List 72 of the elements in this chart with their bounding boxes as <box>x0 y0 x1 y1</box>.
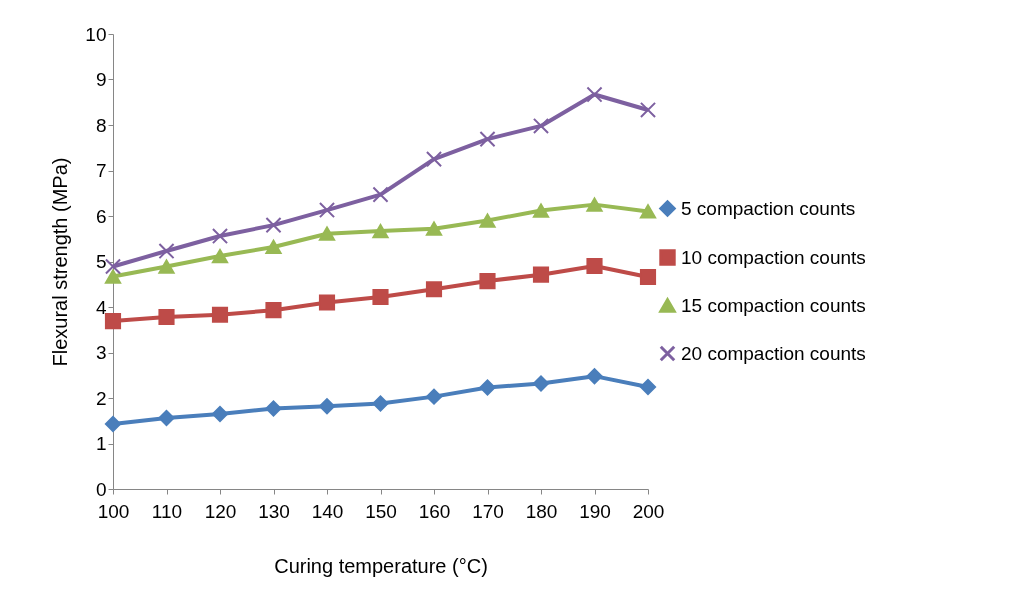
x-tick-label: 120 <box>204 500 237 522</box>
y-tick-label: 10 <box>85 23 107 45</box>
x-tick-label: 170 <box>472 500 504 522</box>
x-tick-label: 140 <box>311 500 344 522</box>
point <box>158 409 175 427</box>
point <box>639 204 657 219</box>
point <box>425 388 443 405</box>
y-tick-label: 1 <box>95 433 107 454</box>
point <box>639 379 657 396</box>
point <box>532 375 550 392</box>
y-tick-label: 0 <box>95 478 107 500</box>
x-tick-label: 180 <box>525 500 558 522</box>
x-tick-label: 100 <box>97 500 130 522</box>
point <box>318 398 336 415</box>
point <box>372 223 389 239</box>
point <box>104 313 122 330</box>
legend-label: 20 compaction counts <box>681 342 866 364</box>
point <box>265 239 282 255</box>
point <box>211 227 229 245</box>
point <box>479 213 496 228</box>
point <box>425 281 443 298</box>
x-tick-label: 190 <box>579 500 611 522</box>
point <box>211 306 229 323</box>
point <box>211 248 229 264</box>
point <box>265 217 282 234</box>
x-tick-label: 130 <box>258 500 290 522</box>
point <box>104 415 122 433</box>
y-tick-label: 9 <box>95 69 107 90</box>
point <box>586 86 603 103</box>
point <box>586 368 603 385</box>
point <box>639 101 657 119</box>
y-tick-label: 8 <box>95 114 107 136</box>
point <box>104 258 122 275</box>
point <box>479 272 496 290</box>
y-tick-label: 2 <box>95 387 107 409</box>
y-tick-label: 6 <box>95 205 107 227</box>
point <box>532 266 550 283</box>
y-tick-label: 7 <box>95 160 107 181</box>
point <box>425 221 443 236</box>
point <box>318 294 336 311</box>
point <box>372 186 389 203</box>
x-tick-label: 160 <box>418 500 451 522</box>
legend-label: 5 compaction counts <box>681 197 856 219</box>
point <box>265 400 282 417</box>
point <box>639 268 657 286</box>
point <box>265 302 282 319</box>
point <box>586 197 603 212</box>
point <box>532 117 550 134</box>
point <box>104 269 122 284</box>
x-axis-title: Curing temperature (°C) <box>274 554 488 577</box>
point <box>211 405 229 422</box>
y-axis-title: Flexural strength (MPa) <box>49 157 72 367</box>
y-tick-label: 4 <box>95 296 107 318</box>
x-tick-label: 200 <box>632 500 665 522</box>
x-tick-label: 150 <box>365 500 397 522</box>
point <box>158 259 175 274</box>
legend-label: 15 compaction counts <box>681 294 866 316</box>
y-tick-label: 3 <box>95 342 107 363</box>
point <box>158 308 175 326</box>
point <box>479 131 496 148</box>
point <box>586 257 603 275</box>
point <box>158 242 175 260</box>
point <box>372 395 389 412</box>
point <box>479 379 496 396</box>
point <box>532 203 550 218</box>
x-tick-label: 110 <box>151 500 183 522</box>
point <box>318 202 336 219</box>
point <box>372 288 389 306</box>
legend-label: 10 compaction counts <box>681 246 866 268</box>
point <box>425 151 443 168</box>
y-tick-label: 5 <box>95 251 107 272</box>
point <box>318 226 336 241</box>
